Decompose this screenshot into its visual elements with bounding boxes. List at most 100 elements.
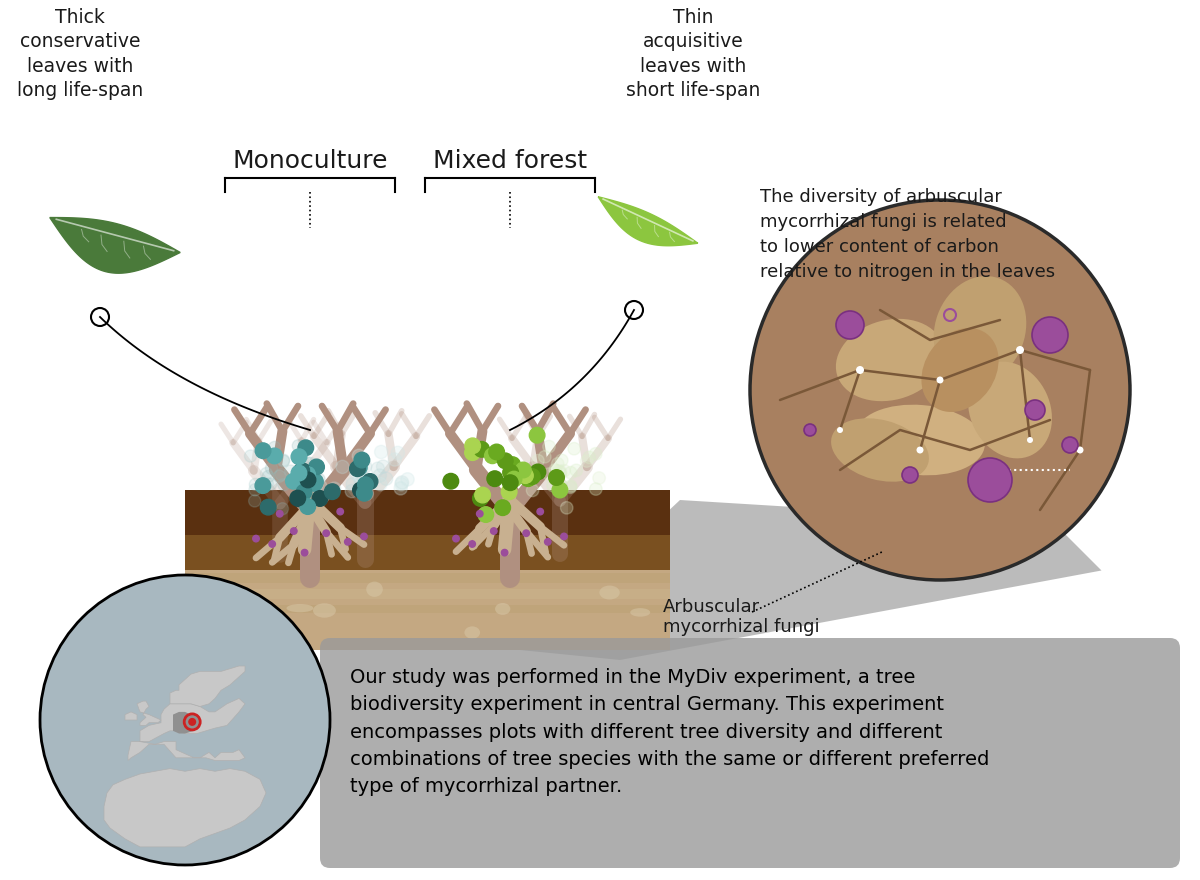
Ellipse shape	[832, 418, 929, 481]
Circle shape	[324, 484, 340, 500]
Circle shape	[288, 474, 300, 487]
Circle shape	[275, 468, 287, 480]
Circle shape	[290, 528, 298, 534]
Polygon shape	[170, 666, 245, 707]
Circle shape	[560, 533, 568, 539]
Circle shape	[292, 449, 307, 465]
Circle shape	[564, 481, 576, 494]
Circle shape	[570, 464, 582, 477]
Circle shape	[290, 490, 306, 506]
Ellipse shape	[836, 319, 944, 401]
Circle shape	[292, 466, 307, 480]
Circle shape	[550, 465, 562, 477]
Circle shape	[265, 478, 277, 490]
Circle shape	[337, 509, 343, 515]
Circle shape	[1062, 437, 1078, 453]
Circle shape	[310, 479, 322, 491]
Circle shape	[323, 530, 330, 537]
Circle shape	[538, 509, 544, 515]
Circle shape	[349, 467, 362, 480]
Circle shape	[473, 490, 488, 506]
Circle shape	[277, 455, 289, 467]
Text: Thick
conservative
leaves with
long life-span: Thick conservative leaves with long life…	[17, 8, 143, 99]
Circle shape	[286, 473, 301, 489]
Circle shape	[464, 438, 480, 453]
Circle shape	[564, 466, 577, 479]
Circle shape	[298, 440, 313, 456]
Circle shape	[328, 482, 341, 495]
Circle shape	[478, 507, 493, 523]
Circle shape	[358, 477, 373, 493]
Circle shape	[936, 377, 943, 384]
Circle shape	[346, 485, 359, 498]
Circle shape	[266, 448, 282, 464]
Circle shape	[310, 479, 323, 492]
Circle shape	[300, 466, 316, 482]
Circle shape	[346, 478, 359, 491]
Text: Monoculture: Monoculture	[233, 149, 388, 173]
Circle shape	[475, 488, 491, 502]
Circle shape	[548, 470, 564, 485]
Circle shape	[361, 533, 367, 539]
Circle shape	[356, 453, 370, 466]
Circle shape	[269, 540, 276, 547]
Circle shape	[373, 478, 388, 491]
Circle shape	[396, 476, 409, 489]
Circle shape	[506, 472, 522, 487]
Circle shape	[293, 440, 305, 452]
Circle shape	[277, 454, 289, 466]
Ellipse shape	[968, 362, 1052, 458]
Circle shape	[593, 472, 605, 484]
Circle shape	[529, 428, 545, 443]
Circle shape	[391, 446, 404, 459]
Circle shape	[374, 445, 388, 458]
Circle shape	[302, 488, 316, 499]
Circle shape	[517, 468, 533, 483]
Circle shape	[539, 451, 551, 463]
Circle shape	[464, 444, 480, 460]
Circle shape	[558, 465, 570, 477]
Circle shape	[40, 575, 330, 865]
Circle shape	[373, 469, 386, 482]
Circle shape	[557, 481, 569, 494]
Ellipse shape	[464, 627, 480, 639]
Bar	[185, 573, 670, 583]
Polygon shape	[128, 699, 245, 760]
Circle shape	[583, 451, 595, 464]
Circle shape	[469, 540, 475, 547]
Circle shape	[856, 366, 864, 374]
Bar	[185, 590, 670, 598]
Polygon shape	[125, 712, 137, 720]
Circle shape	[476, 510, 482, 517]
Ellipse shape	[229, 618, 248, 631]
Circle shape	[542, 468, 556, 480]
Circle shape	[358, 472, 371, 485]
Circle shape	[554, 466, 566, 478]
Circle shape	[524, 469, 540, 484]
Circle shape	[304, 471, 316, 483]
Circle shape	[556, 454, 568, 466]
Circle shape	[278, 479, 290, 491]
Ellipse shape	[366, 582, 383, 597]
Circle shape	[256, 443, 271, 458]
Circle shape	[494, 500, 510, 516]
Ellipse shape	[496, 603, 510, 615]
Circle shape	[395, 478, 408, 491]
Circle shape	[262, 478, 274, 490]
Circle shape	[502, 549, 508, 556]
Text: mycorrhizal fungi: mycorrhizal fungi	[662, 618, 820, 636]
Circle shape	[352, 449, 366, 463]
Circle shape	[352, 459, 367, 475]
Circle shape	[353, 470, 366, 483]
Polygon shape	[520, 500, 1102, 660]
Circle shape	[836, 311, 864, 339]
Circle shape	[353, 482, 368, 498]
Circle shape	[313, 473, 325, 486]
Circle shape	[589, 448, 602, 460]
Circle shape	[358, 478, 371, 491]
Circle shape	[485, 448, 500, 464]
Circle shape	[530, 464, 546, 480]
Circle shape	[359, 460, 372, 473]
Circle shape	[354, 476, 367, 489]
Circle shape	[548, 464, 562, 476]
